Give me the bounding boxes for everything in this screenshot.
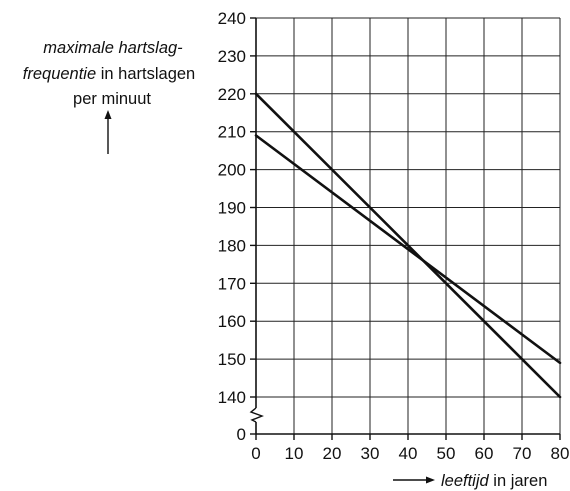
y-tick-label: 180: [218, 236, 246, 255]
y-tick-label: 0: [237, 425, 246, 444]
axes: [249, 17, 561, 440]
x-tick-label: 70: [513, 444, 532, 463]
x-tick-label: 20: [323, 444, 342, 463]
y-tick-label: 220: [218, 85, 246, 104]
y-tick-label: 170: [218, 274, 246, 293]
series-lines: [254, 92, 562, 399]
y-axis-label-line3: per minuut: [73, 90, 151, 108]
x-tick-label: 60: [475, 444, 494, 463]
x-axis-label-arrow: [393, 476, 435, 484]
x-tick-label: 30: [361, 444, 380, 463]
x-axis-label-italic: leeftijd: [441, 472, 490, 490]
y-tick-label: 140: [218, 388, 246, 407]
y-axis-label-arrow: [104, 110, 112, 154]
y-tick-label: 240: [218, 9, 246, 28]
y-axis-label-line2-rest: in hartslagen: [96, 65, 195, 83]
x-tick-label: 0: [251, 444, 260, 463]
x-tick-label: 10: [285, 444, 304, 463]
grid: [256, 17, 561, 434]
series-line: [254, 92, 562, 399]
x-axis-label: leeftijd in jaren: [441, 472, 547, 490]
y-tick-label: 160: [218, 312, 246, 331]
x-axis-label-rest: in jaren: [489, 472, 548, 490]
x-tick-label: 40: [399, 444, 418, 463]
y-axis-label-line1: maximale hartslag-: [43, 39, 183, 57]
y-axis-label-line2: frequentie in hartslagen: [23, 65, 195, 83]
y-tick-label: 200: [218, 161, 246, 180]
x-tick-label: 50: [437, 444, 456, 463]
tick-labels: 0 10 20 30 40 50 60 70 80 0 140 150 160 170 180 190 200 2…: [218, 9, 570, 463]
y-tick-label: 230: [218, 47, 246, 66]
y-axis-break: [249, 407, 264, 423]
series-line: [254, 134, 562, 365]
y-tick-label: 150: [218, 350, 246, 369]
y-tick-label: 210: [218, 123, 246, 142]
x-tick-label: 80: [551, 444, 570, 463]
y-axis-label-line2-italic: frequentie: [23, 65, 96, 83]
y-tick-label: 190: [218, 199, 246, 218]
